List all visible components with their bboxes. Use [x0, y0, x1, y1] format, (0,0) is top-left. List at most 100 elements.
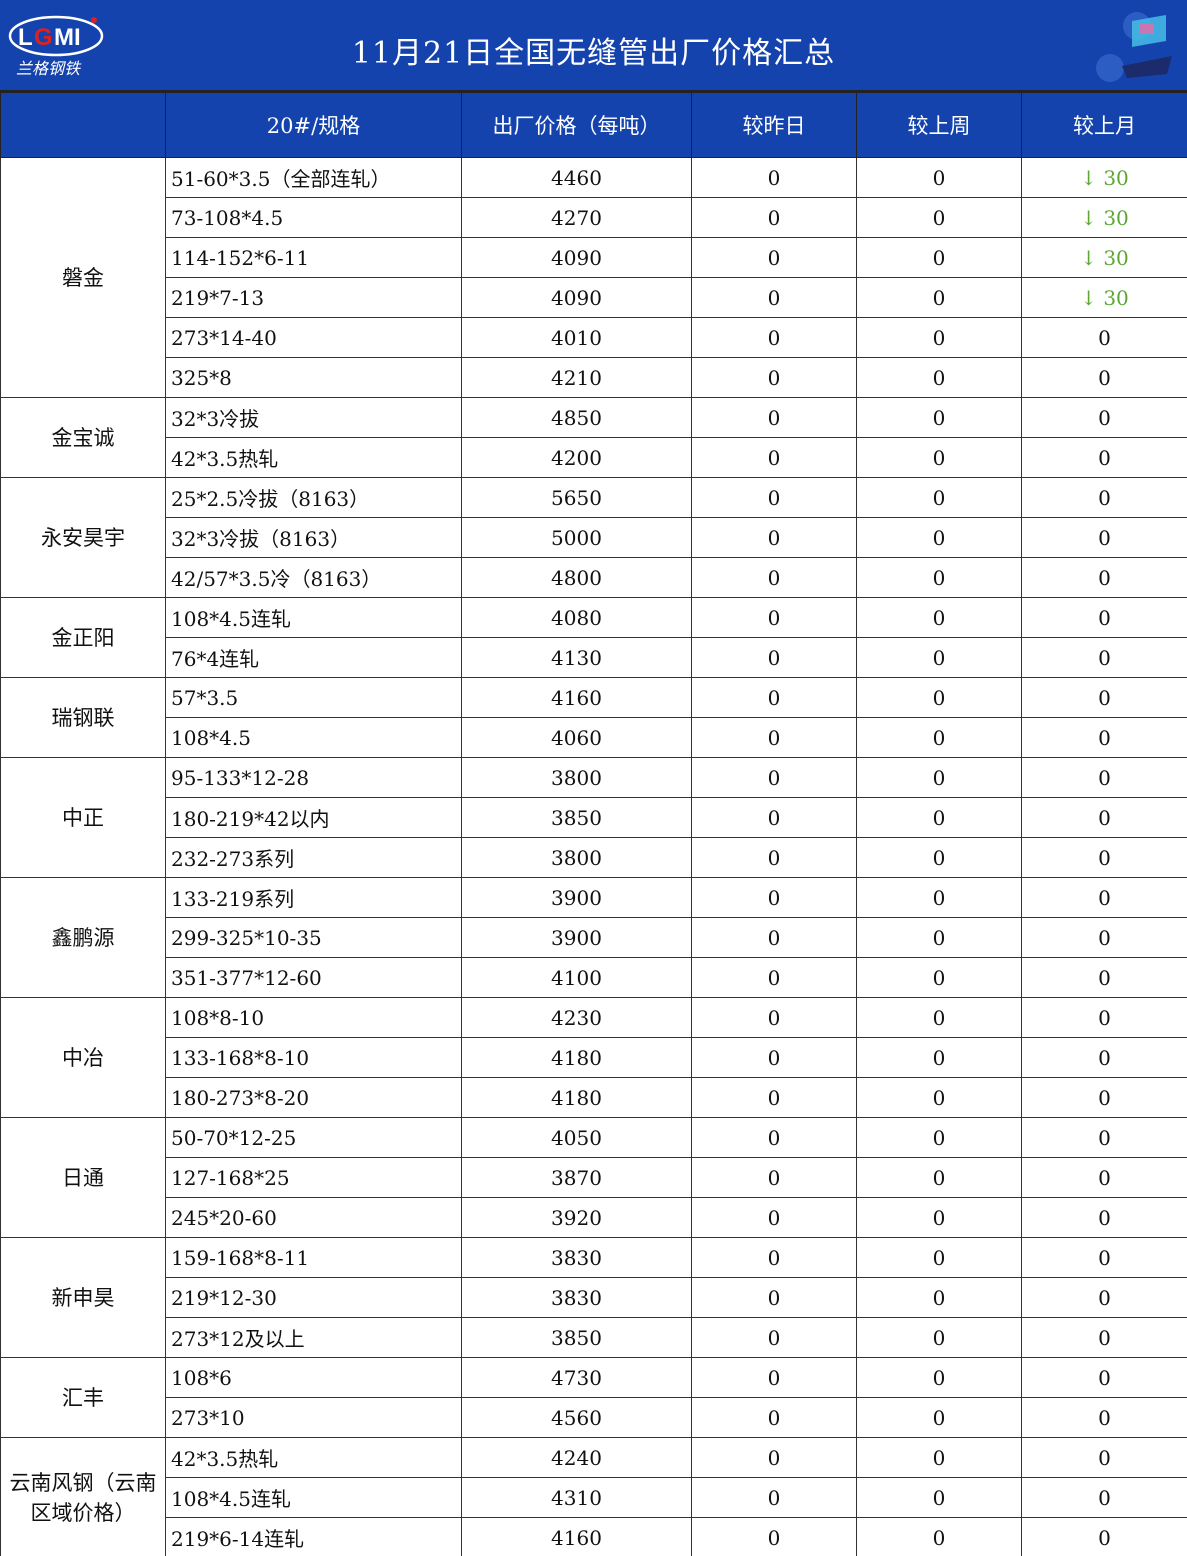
vs-yesterday-cell: 0 [691, 357, 857, 398]
table-row: 219*7-13 4090 0 0 ↓ 30 [1, 277, 1187, 318]
vs-last-week-cell: 0 [856, 1517, 1022, 1556]
vs-last-month-cell: 0 [1021, 717, 1187, 758]
vs-last-month-cell: 0 [1021, 757, 1187, 798]
vs-last-month-cell: 0 [1021, 677, 1187, 718]
table-row: 32*3冷拔（8163） 5000 0 0 0 [1, 517, 1187, 558]
table-row: 汇丰 108*6 4730 0 0 0 [0, 1357, 1187, 1438]
spec-cell: 108*4.5连轧 [165, 1477, 462, 1518]
price-cell: 4160 [461, 677, 692, 718]
change-value: 30 [1103, 245, 1129, 270]
price-cell: 4060 [461, 717, 692, 758]
svg-text:MI: MI [54, 24, 81, 51]
table-row: 日通 50-70*12-25 4050 0 0 0 [0, 1117, 1187, 1238]
lgmi-logo: L G MI 兰格钢铁 [8, 15, 104, 78]
vs-last-month-cell: 0 [1021, 917, 1187, 958]
vs-last-month-cell: 0 [1021, 1397, 1187, 1438]
vs-yesterday-cell: 0 [691, 917, 857, 958]
vs-last-week-cell: 0 [856, 1237, 1022, 1278]
price-cell: 4090 [461, 237, 692, 278]
vs-last-month-cell: 0 [1021, 1037, 1187, 1078]
table-row: 232-273系列 3800 0 0 0 [1, 837, 1187, 878]
table-row: 180-219*42以内 3850 0 0 0 [1, 797, 1187, 838]
price-cell: 4080 [461, 597, 692, 638]
table-row: 127-168*25 3870 0 0 0 [1, 1157, 1187, 1198]
vs-last-month-cell: ↓ 30 [1021, 197, 1187, 238]
manufacturer-cell: 瑞钢联 [0, 677, 166, 758]
table-row: 299-325*10-35 3900 0 0 0 [1, 917, 1187, 958]
table-row: 219*12-30 3830 0 0 0 [1, 1277, 1187, 1318]
vs-last-month-cell: 0 [1021, 997, 1187, 1038]
manufacturer-cell: 永安昊宇 [0, 477, 166, 598]
price-cell: 3900 [461, 917, 692, 958]
vs-yesterday-cell: 0 [691, 877, 857, 918]
price-cell: 4230 [461, 997, 692, 1038]
vs-yesterday-cell: 0 [691, 637, 857, 678]
vs-yesterday-cell: 0 [691, 1317, 857, 1358]
vs-yesterday-cell: 0 [691, 997, 857, 1038]
vs-last-month-cell: 0 [1021, 637, 1187, 678]
spec-cell: 76*4连轧 [165, 637, 462, 678]
arrow-down-icon: ↓ [1080, 285, 1097, 310]
spec-cell: 50-70*12-25 [165, 1117, 462, 1158]
change-value: 30 [1103, 165, 1129, 190]
column-header-spec: 20#/规格 [165, 92, 462, 158]
manufacturer-cell: 金宝诚 [0, 397, 166, 478]
spec-cell: 133-168*8-10 [165, 1037, 462, 1078]
vs-yesterday-cell: 0 [691, 1397, 857, 1438]
spec-cell: 127-168*25 [165, 1157, 462, 1198]
vs-last-week-cell: 0 [856, 477, 1022, 518]
table-row: 273*12及以上 3850 0 0 0 [1, 1317, 1187, 1358]
table-row: 永安昊宇 25*2.5冷拔（8163） 5650 0 0 0 [0, 477, 1187, 598]
vs-yesterday-cell: 0 [691, 1237, 857, 1278]
spec-cell: 57*3.5 [165, 677, 462, 718]
vs-yesterday-cell: 0 [691, 1117, 857, 1158]
spec-cell: 232-273系列 [165, 837, 462, 878]
price-cell: 4560 [461, 1397, 692, 1438]
vs-yesterday-cell: 0 [691, 517, 857, 558]
vs-last-month-cell: 0 [1021, 1317, 1187, 1358]
spec-cell: 42*3.5热轧 [165, 437, 462, 478]
vs-last-week-cell: 0 [856, 557, 1022, 598]
vs-last-month-cell: ↓ 30 [1021, 157, 1187, 198]
spec-cell: 180-219*42以内 [165, 797, 462, 838]
price-cell: 5000 [461, 517, 692, 558]
vs-yesterday-cell: 0 [691, 1477, 857, 1518]
table-row: 中正 95-133*12-28 3800 0 0 0 [0, 757, 1187, 878]
vs-last-month-cell: 0 [1021, 477, 1187, 518]
vs-yesterday-cell: 0 [691, 1197, 857, 1238]
price-cell: 3830 [461, 1237, 692, 1278]
spec-cell: 219*12-30 [165, 1277, 462, 1318]
table-row: 351-377*12-60 4100 0 0 0 [1, 957, 1187, 998]
vs-yesterday-cell: 0 [691, 277, 857, 318]
table-row: 磐金 51-60*3.5（全部连轧） 4460 0 0 ↓ 30 [0, 157, 1187, 398]
vs-last-week-cell: 0 [856, 1037, 1022, 1078]
spec-cell: 273*14-40 [165, 317, 462, 358]
table-row: 114-152*6-11 4090 0 0 ↓ 30 [1, 237, 1187, 278]
vs-last-week-cell: 0 [856, 1397, 1022, 1438]
vs-last-week-cell: 0 [856, 1157, 1022, 1198]
table-row: 中冶 108*8-10 4230 0 0 0 [0, 997, 1187, 1118]
price-cell: 3830 [461, 1277, 692, 1318]
table-row: 245*20-60 3920 0 0 0 [1, 1197, 1187, 1238]
manufacturer-cell: 云南风钢（云南区域价格） [0, 1437, 166, 1556]
vs-yesterday-cell: 0 [691, 557, 857, 598]
price-cell: 4090 [461, 277, 692, 318]
vs-last-month-cell: ↓ 30 [1021, 277, 1187, 318]
vs-last-month-cell: 0 [1021, 1477, 1187, 1518]
price-cell: 4180 [461, 1077, 692, 1118]
spec-cell: 351-377*12-60 [165, 957, 462, 998]
vs-last-week-cell: 0 [856, 157, 1022, 198]
manufacturer-cell: 鑫鹏源 [0, 877, 166, 998]
spec-cell: 159-168*8-11 [165, 1237, 462, 1278]
price-cell: 4050 [461, 1117, 692, 1158]
svg-text:G: G [34, 24, 53, 51]
vs-last-week-cell: 0 [856, 517, 1022, 558]
table-row: 108*4.5连轧 4310 0 0 0 [1, 1477, 1187, 1518]
vs-last-week-cell: 0 [856, 877, 1022, 918]
vs-last-month-cell: 0 [1021, 1437, 1187, 1478]
price-cell: 3850 [461, 797, 692, 838]
price-cell: 5650 [461, 477, 692, 518]
column-header-price: 出厂价格（每吨） [461, 92, 692, 158]
vs-last-week-cell: 0 [856, 1197, 1022, 1238]
vs-last-week-cell: 0 [856, 757, 1022, 798]
